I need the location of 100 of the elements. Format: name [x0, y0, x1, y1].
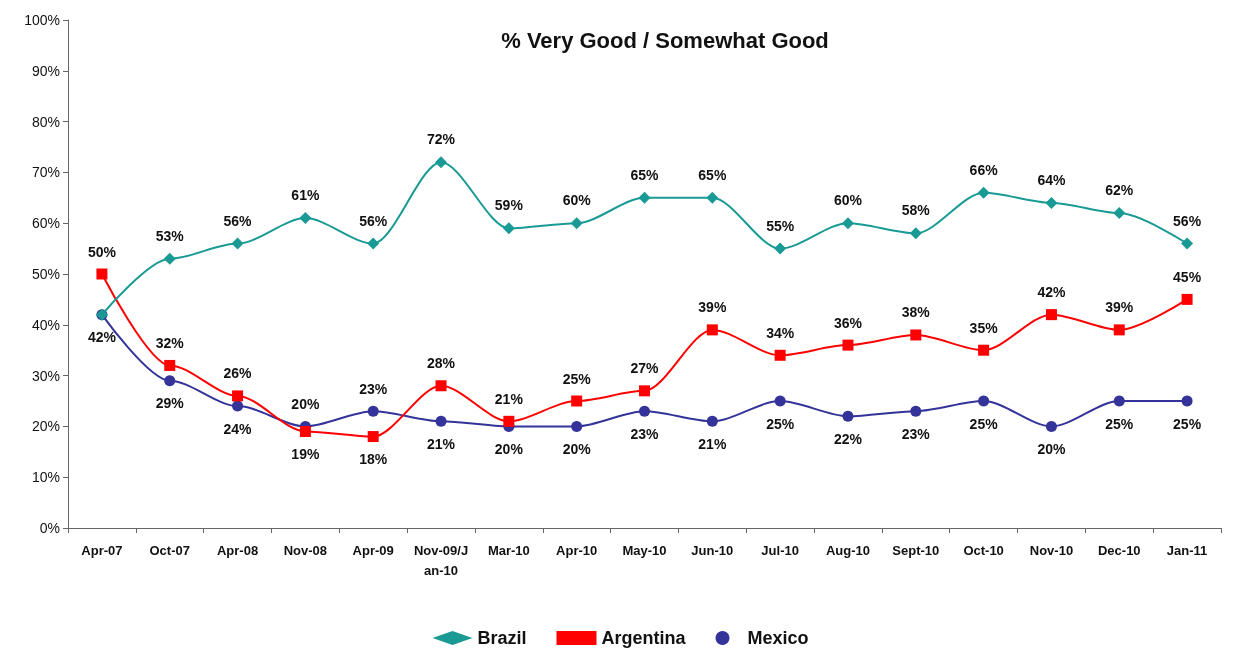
point: [1113, 207, 1126, 220]
data-label: 32%: [155, 334, 185, 351]
data-label: 21%: [494, 390, 524, 407]
point: [842, 410, 854, 422]
data-label: 25%: [562, 370, 592, 387]
data-label: 39%: [1105, 299, 1134, 316]
point: [299, 212, 312, 225]
point: [164, 375, 176, 387]
data-label: 61%: [291, 187, 320, 204]
data-label: 56%: [359, 212, 388, 229]
point: [1181, 293, 1193, 305]
point: [1045, 420, 1057, 432]
data-label: 29%: [155, 395, 185, 412]
data-label: 59%: [494, 197, 524, 214]
y-tick-label: 0%: [39, 520, 60, 536]
point: [164, 359, 176, 371]
point: [841, 217, 854, 230]
data-label: 42%: [87, 329, 117, 346]
data-label: 26%: [223, 365, 253, 382]
data-label: 60%: [833, 192, 863, 209]
data-label: 22%: [833, 430, 863, 447]
data-label: 50%: [87, 243, 117, 260]
point: [639, 405, 650, 417]
data-label: 35%: [969, 319, 999, 336]
data-label: 36%: [833, 314, 863, 331]
legend-label: Argentina: [601, 628, 687, 648]
point: [774, 242, 787, 255]
data-label: 23%: [901, 425, 931, 442]
data-label: 53%: [155, 227, 185, 244]
data-label: 38%: [901, 304, 931, 321]
data-label: 21%: [698, 435, 727, 452]
data-label: 65%: [698, 166, 727, 183]
data-label: 58%: [901, 202, 931, 219]
data-label: 25%: [766, 415, 795, 432]
point: [232, 390, 244, 402]
x-tick-label: Apr-07: [81, 542, 123, 558]
data-label: 25%: [1105, 415, 1134, 432]
legend-label: Brazil: [477, 628, 527, 648]
point: [1045, 309, 1057, 321]
data-label: 42%: [1037, 284, 1066, 301]
data-label: 20%: [1037, 440, 1066, 457]
y-tick-label: 90%: [31, 62, 60, 79]
x-tick-label: Nov-08: [283, 542, 328, 558]
point: [774, 349, 786, 361]
y-tick-label: 70%: [31, 164, 60, 181]
point: [570, 217, 583, 230]
point: [367, 431, 379, 443]
point: [910, 405, 922, 417]
x-tick-label: May-10: [622, 542, 667, 558]
x-tick-label: Jul-10: [761, 542, 799, 558]
x-tick-label: Mar-10: [487, 542, 530, 558]
point: [706, 415, 718, 427]
data-label: 65%: [630, 166, 660, 183]
data-label: 66%: [969, 161, 999, 178]
y-tick-label: 50%: [31, 266, 60, 282]
x-tick-label: Nov-09/Jan-10: [413, 542, 469, 578]
data-label: 23%: [359, 380, 388, 397]
data-label: 18%: [359, 451, 388, 468]
data-label: 56%: [1173, 212, 1202, 229]
point: [435, 156, 448, 169]
point: [1045, 196, 1058, 209]
point: [435, 415, 447, 427]
point: [1113, 395, 1125, 407]
x-tick-label: Dec-10: [1097, 542, 1141, 558]
point: [910, 329, 922, 341]
data-label: 34%: [766, 324, 795, 341]
point: [842, 339, 854, 351]
point: [367, 405, 379, 417]
point: [639, 385, 650, 397]
point: [502, 222, 515, 235]
data-label: 28%: [427, 355, 456, 372]
point: [774, 395, 786, 407]
point: [435, 380, 447, 392]
y-tick-label: 30%: [31, 367, 60, 384]
point: [638, 191, 651, 204]
data-label: 23%: [630, 425, 660, 442]
point: [1181, 237, 1194, 250]
point: [299, 425, 311, 437]
point: [706, 324, 718, 336]
point: [367, 237, 380, 250]
point: [978, 395, 990, 407]
point: [909, 227, 922, 240]
x-tick-label: Oct-10: [963, 542, 1004, 558]
point: [1113, 324, 1125, 336]
data-label: 20%: [562, 440, 592, 457]
x-tick-label: Sept-10: [892, 542, 940, 558]
y-tick-label: 10%: [31, 469, 60, 486]
data-label: 60%: [562, 192, 592, 209]
y-tick-label: 20%: [31, 418, 60, 435]
x-tick-label: Apr-09: [352, 542, 394, 558]
point: [163, 252, 176, 265]
point: [231, 237, 244, 250]
data-label: 55%: [766, 217, 795, 234]
y-tick-label: 80%: [31, 113, 60, 130]
data-label: 56%: [223, 212, 253, 229]
point: [706, 191, 719, 204]
point: [1181, 395, 1193, 407]
data-label: 25%: [1173, 415, 1202, 432]
data-label: 20%: [494, 440, 524, 457]
point: [503, 415, 515, 427]
